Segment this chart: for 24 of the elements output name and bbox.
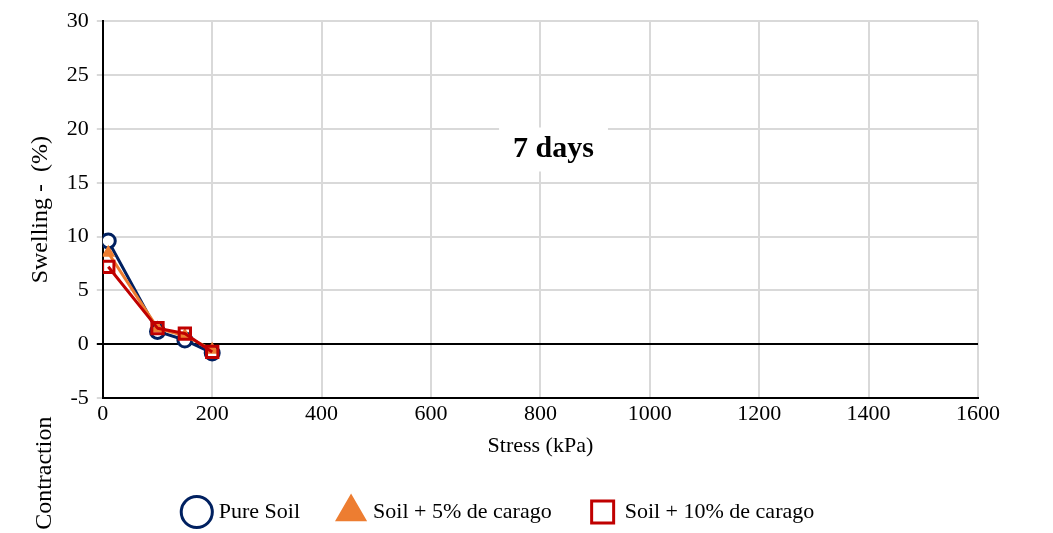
x-tick-label: 400 <box>305 400 339 426</box>
y-tick-label: -5 <box>70 383 89 409</box>
legend-label: Soil + 10% de carago <box>624 497 815 523</box>
y-tick-label: 25 <box>66 60 89 86</box>
x-tick-label: 0 <box>97 400 109 426</box>
y-axis-title: Swelling - (%) <box>25 136 52 284</box>
x-tick-label: 1000 <box>627 400 672 426</box>
annotation: 7 days <box>513 130 594 164</box>
x-tick-label: 200 <box>195 400 229 426</box>
y-tick-label: 15 <box>66 168 89 194</box>
legend-label: Pure Soil <box>218 497 301 523</box>
x-tick-label: 800 <box>523 400 557 426</box>
text: Contraction <box>30 416 57 530</box>
x-tick-label: 1600 <box>956 400 1000 426</box>
x-tick-label: 1200 <box>737 400 782 426</box>
y-tick-label: 5 <box>77 276 89 302</box>
x-tick-label: 600 <box>414 400 448 426</box>
x-axis-title: Stress (kPa) <box>487 431 594 457</box>
x-tick-label: 1400 <box>846 400 891 426</box>
y-tick-label: 0 <box>77 330 89 356</box>
legend-label: Soil + 5% de carago <box>373 497 552 523</box>
y-tick-label: 20 <box>66 114 89 140</box>
y-tick-label: 30 <box>66 6 89 32</box>
y-tick-label: 10 <box>66 222 89 248</box>
